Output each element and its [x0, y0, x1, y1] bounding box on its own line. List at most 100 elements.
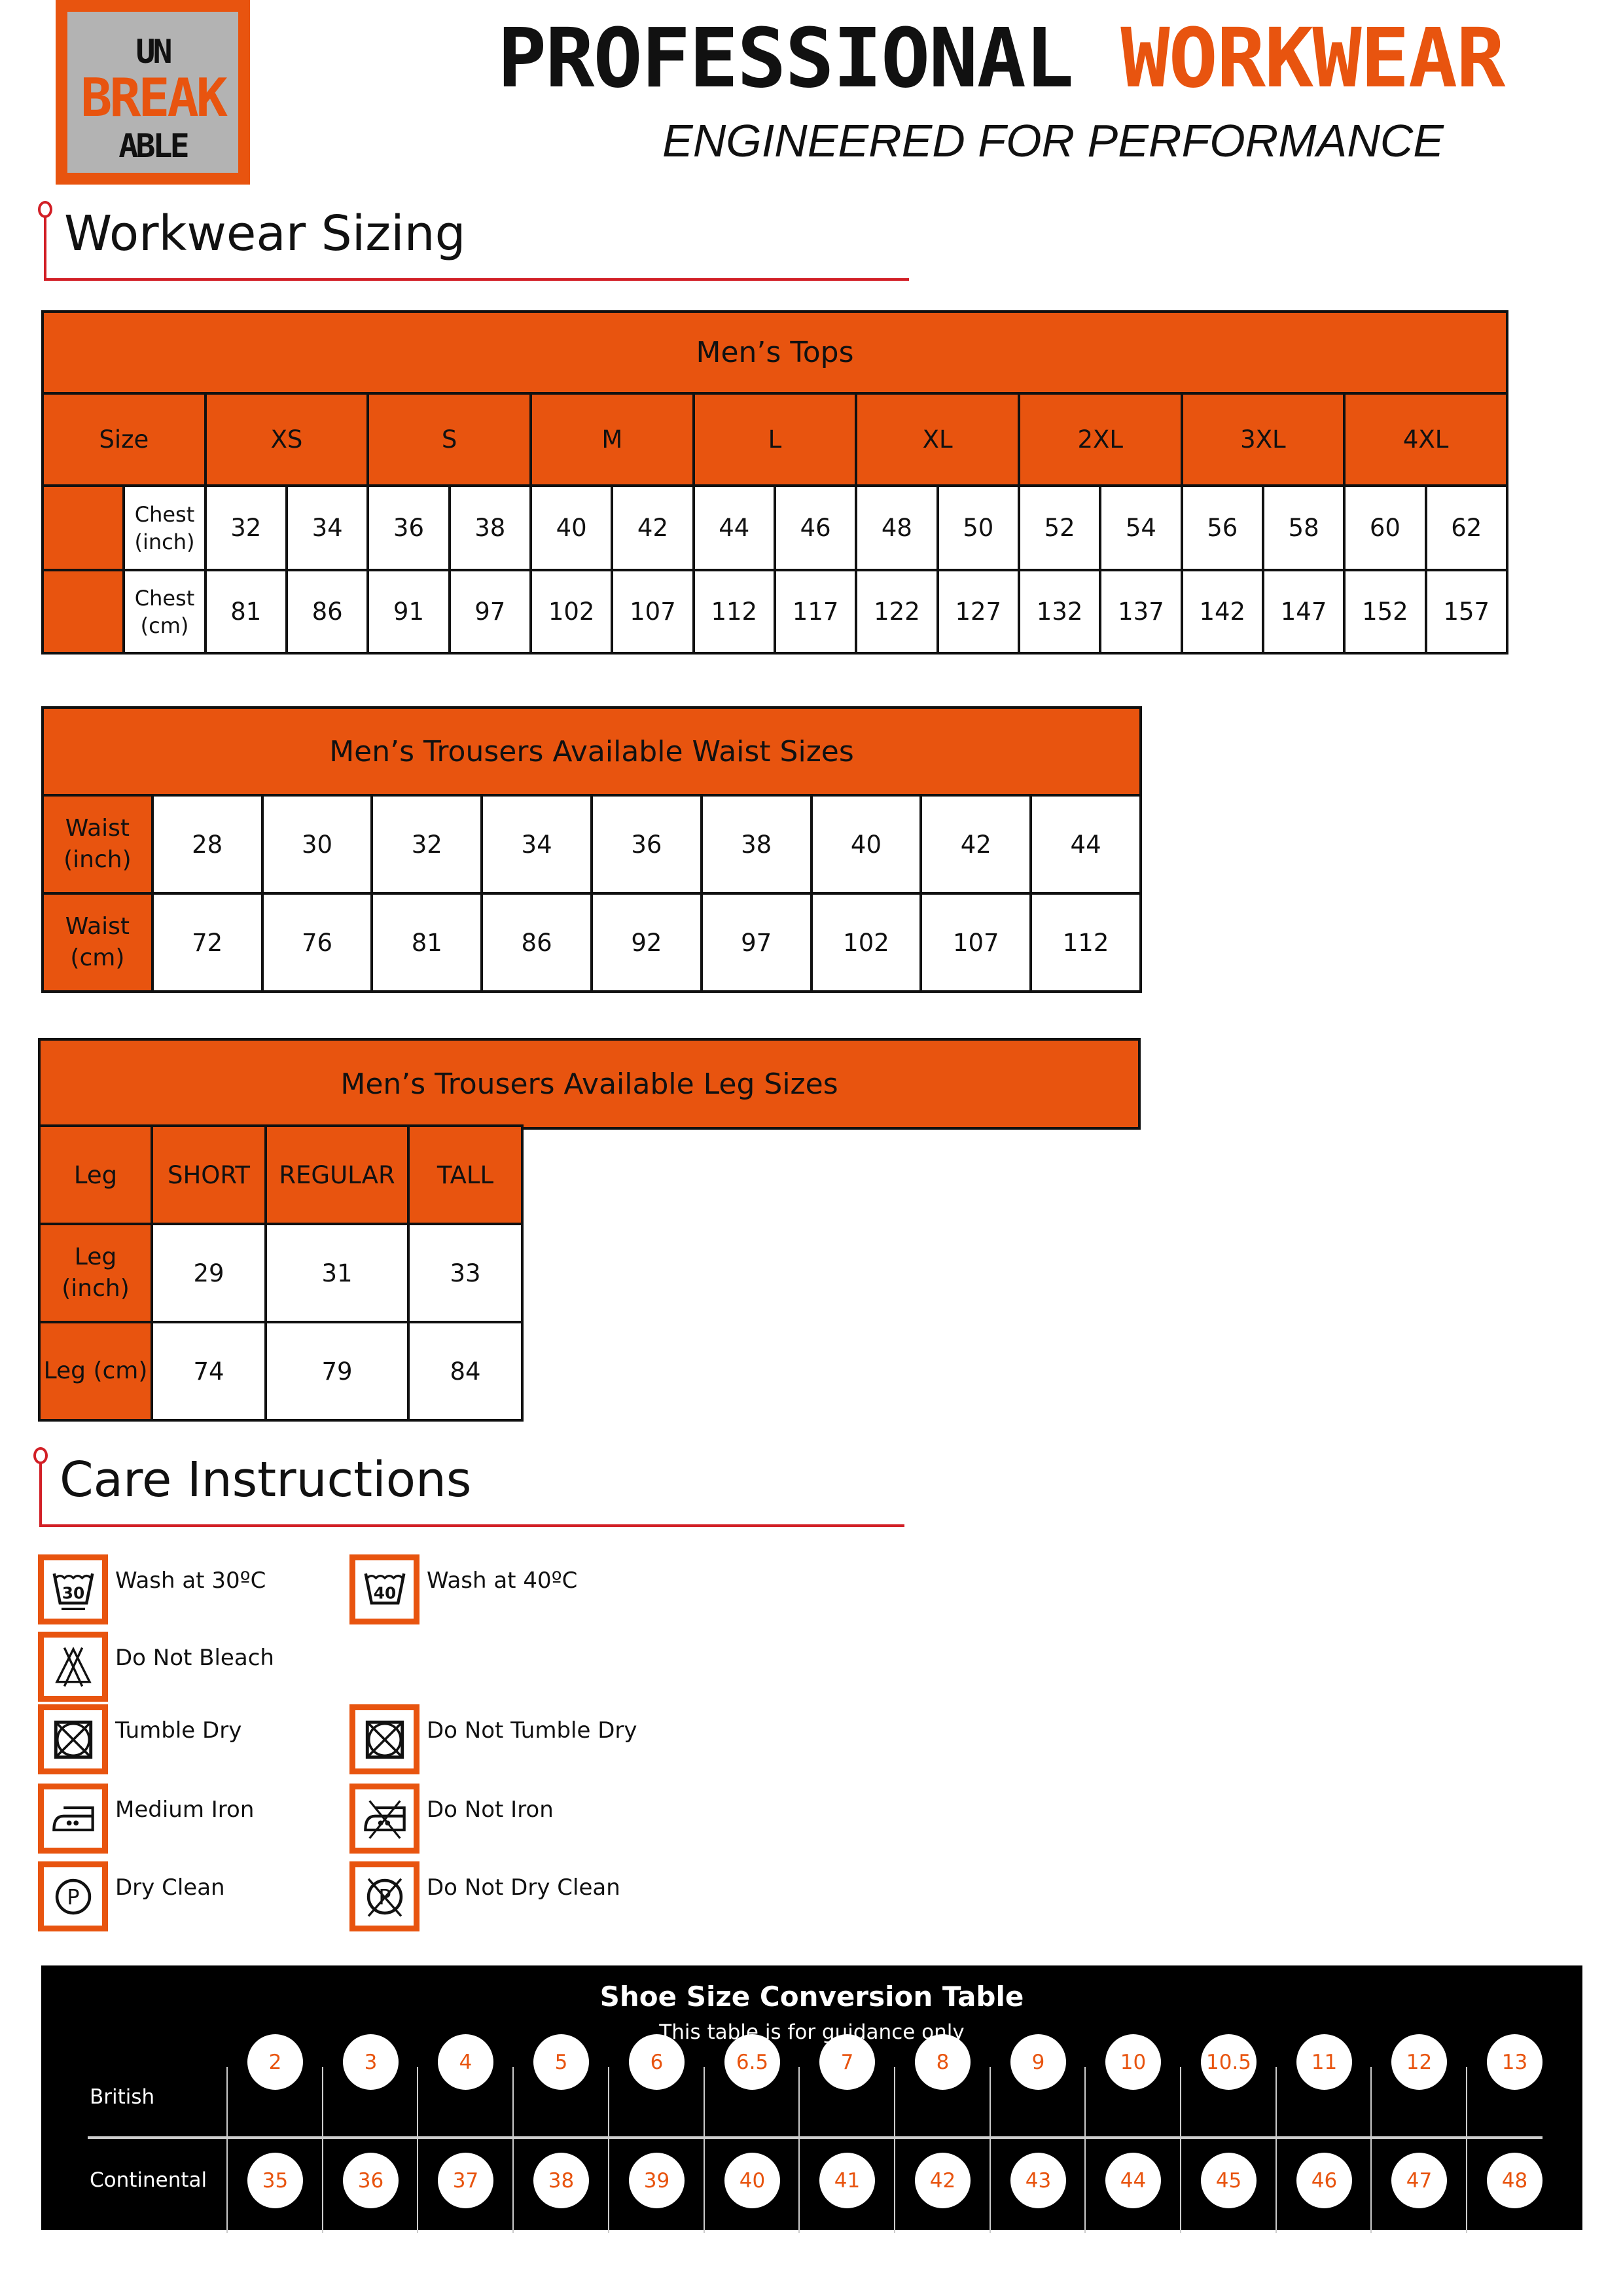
size-header: 3XL [1180, 392, 1346, 487]
continental-size-cell: 39 [608, 2140, 704, 2233]
do-not-bleach-icon [38, 1632, 108, 1702]
dry-clean-icon: P [38, 1861, 108, 1931]
title-black: PROFESSIONAL [497, 11, 1074, 106]
care-label: Do Not Iron [427, 1797, 554, 1823]
british-size-cell: 2 [226, 2034, 323, 2169]
logo-line-2: BREAK [80, 67, 228, 128]
row-label: Waist (cm) [41, 892, 154, 993]
continental-size-value: 39 [629, 2153, 685, 2208]
value-cell: 29 [151, 1223, 267, 1323]
continental-size-cell: 41 [798, 2140, 895, 2233]
value-cell: 81 [370, 892, 484, 993]
care-label: Dry Clean [115, 1874, 225, 1901]
leg-header: Leg [38, 1124, 153, 1225]
value-cell: 102 [810, 892, 923, 993]
value-cell: 86 [480, 892, 593, 993]
value-cell: 46 [773, 484, 858, 571]
british-size-value: 8 [915, 2034, 971, 2090]
british-size-cell: 3 [322, 2034, 418, 2169]
value-cell: 40 [810, 794, 923, 895]
care-label: Wash at 40ºC [427, 1568, 578, 1594]
british-size-value: 11 [1296, 2034, 1352, 2090]
continental-size-value: 44 [1105, 2153, 1161, 2208]
continental-size-cell: 42 [894, 2140, 990, 2233]
care-label: Do Not Dry Clean [427, 1874, 620, 1901]
british-size-value: 3 [343, 2034, 399, 2090]
size-header: 2XL [1017, 392, 1183, 487]
value-cell: 97 [448, 569, 532, 655]
british-size-cell: 8 [894, 2034, 990, 2169]
table-title-row: Men’s Trousers Available Waist Sizes [41, 706, 1142, 797]
table-row: Chest (inch) 32 34 36 38 40 42 44 46 48 … [41, 484, 1509, 571]
british-size-cell: 7 [798, 2034, 895, 2169]
value-cell: 86 [285, 569, 370, 655]
continental-size-cell: 48 [1466, 2140, 1562, 2233]
continental-size-cell: 45 [1180, 2140, 1276, 2233]
wash-40-icon: 40 [349, 1554, 419, 1624]
value-cell: 97 [700, 892, 813, 993]
care-label: Medium Iron [115, 1797, 255, 1823]
british-size-cell: 4 [417, 2034, 513, 2169]
value-cell: 42 [919, 794, 1033, 895]
continental-size-value: 46 [1296, 2153, 1352, 2208]
table-row: Waist (cm) 72 76 81 86 92 97 102 107 112 [41, 892, 1142, 993]
value-cell: 40 [529, 484, 614, 571]
section-rule-vertical [44, 207, 46, 281]
care-item: Do Not Iron [349, 1784, 554, 1854]
value-cell: 127 [936, 569, 1020, 655]
value-cell: 112 [692, 569, 776, 655]
british-size-cell: 13 [1466, 2034, 1562, 2169]
table-row: Chest (cm) 81 86 91 97 102 107 112 117 1… [41, 569, 1509, 655]
continental-size-value: 40 [724, 2153, 780, 2208]
value-cell: 28 [151, 794, 264, 895]
value-cell: 84 [407, 1321, 524, 1422]
care-label: Do Not Bleach [115, 1645, 274, 1671]
british-size-cell: 6 [608, 2034, 704, 2169]
british-size-value: 5 [533, 2034, 589, 2090]
value-cell: 44 [692, 484, 776, 571]
do-not-tumble-dry-icon [349, 1704, 419, 1774]
british-size-value: 10.5 [1201, 2034, 1257, 2090]
value-cell: 137 [1099, 569, 1183, 655]
british-size-value: 12 [1391, 2034, 1447, 2090]
value-cell: 122 [855, 569, 939, 655]
british-size-cell: 10.5 [1180, 2034, 1276, 2169]
row-label: Waist (inch) [41, 794, 154, 895]
marker-dot-icon [33, 1447, 48, 1464]
value-cell: 62 [1424, 484, 1509, 571]
page-subtitle: ENGINEERED FOR PERFORMANCE [662, 115, 1444, 166]
value-cell: 79 [264, 1321, 410, 1422]
value-cell: 58 [1261, 484, 1346, 571]
value-cell: 107 [611, 569, 695, 655]
care-item: Tumble Dry [38, 1704, 241, 1774]
care-label: Wash at 30ºC [115, 1568, 266, 1594]
continental-size-cell: 36 [322, 2140, 418, 2233]
value-cell: 32 [370, 794, 484, 895]
continental-label: Continental [90, 2168, 207, 2192]
size-header: L [692, 392, 858, 487]
continental-size-value: 37 [438, 2153, 493, 2208]
size-header-row: Size XS S M L XL 2XL 3XL 4XL [41, 392, 1508, 487]
marker-dot-icon [38, 201, 52, 218]
value-cell: 48 [855, 484, 939, 571]
leg-sizes-table: Leg SHORT REGULAR TALL Leg (inch) 29 31 … [38, 1124, 524, 1422]
table-row: Leg (cm) 74 79 84 [38, 1321, 524, 1422]
value-cell: 117 [773, 569, 858, 655]
value-cell: 38 [448, 484, 532, 571]
size-label: Size [41, 392, 207, 487]
tumble-dry-icon [38, 1704, 108, 1774]
table-title-row: Men’s Tops [41, 310, 1508, 395]
care-item: P Do Not Dry Clean [349, 1861, 620, 1931]
value-cell: 34 [480, 794, 593, 895]
leg-header: TALL [407, 1124, 524, 1225]
continental-size-cell: 40 [704, 2140, 800, 2233]
row-marker [41, 569, 126, 655]
value-cell: 36 [366, 484, 451, 571]
care-item: P Dry Clean [38, 1861, 225, 1931]
value-cell: 34 [285, 484, 370, 571]
value-cell: 44 [1029, 794, 1142, 895]
value-cell: 142 [1180, 569, 1264, 655]
medium-iron-icon [38, 1784, 108, 1854]
value-cell: 102 [529, 569, 614, 655]
waist-sizes-table: Men’s Trousers Available Waist Sizes Wai… [41, 706, 1142, 993]
